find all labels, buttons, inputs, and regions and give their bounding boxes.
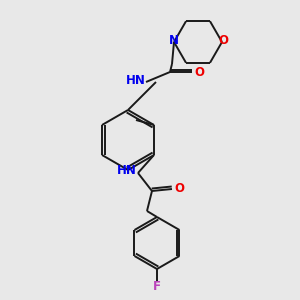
Text: HN: HN xyxy=(126,74,146,88)
Text: F: F xyxy=(153,280,161,293)
Text: HN: HN xyxy=(117,164,137,178)
Text: N: N xyxy=(169,34,179,47)
Text: O: O xyxy=(174,182,184,194)
Text: O: O xyxy=(218,34,228,47)
Text: O: O xyxy=(194,65,204,79)
